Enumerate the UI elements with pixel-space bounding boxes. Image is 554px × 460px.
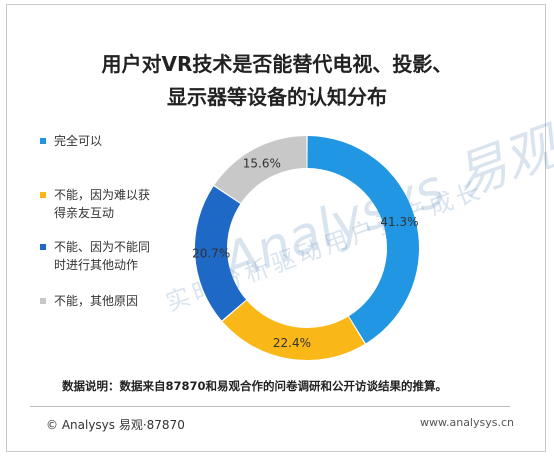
data-note: 数据说明：数据来自87870和易观合作的问卷调研和公开访谈结果的推算。	[62, 379, 448, 393]
slice-data-label: 20.7%	[192, 247, 230, 261]
legend-label: 时进行其他动作	[54, 258, 139, 272]
legend-label: 得亲友互动	[54, 206, 115, 220]
chart-frame	[6, 4, 546, 452]
donut-slice	[195, 186, 247, 321]
donut-slice	[222, 300, 365, 361]
legend-label: 不能、因为不能同	[54, 240, 151, 254]
legend-label: 不能，因为难以获	[54, 188, 151, 202]
legend-swatch	[40, 244, 46, 250]
slice-data-label: 41.3%	[380, 215, 418, 229]
slice-data-label: 22.4%	[273, 336, 311, 350]
donut-slice	[214, 136, 307, 204]
legend-swatch	[40, 138, 46, 144]
footer-copyright: © Analysys 易观·87870	[46, 418, 185, 432]
legend-swatch	[40, 192, 46, 198]
chart-title-line-2: 显示器等设备的认知分布	[167, 85, 387, 109]
footer-website: www.analysys.cn	[420, 416, 514, 429]
donut-slice	[307, 136, 420, 344]
legend-swatch	[40, 298, 46, 304]
legend-label: 完全可以	[54, 134, 103, 148]
slice-data-label: 15.6%	[243, 156, 281, 170]
chart-title-line-1: 用户对VR技术是否能替代电视、投影、	[101, 52, 453, 76]
footer-divider	[30, 406, 510, 407]
legend-label: 不能，其他原因	[54, 294, 139, 308]
